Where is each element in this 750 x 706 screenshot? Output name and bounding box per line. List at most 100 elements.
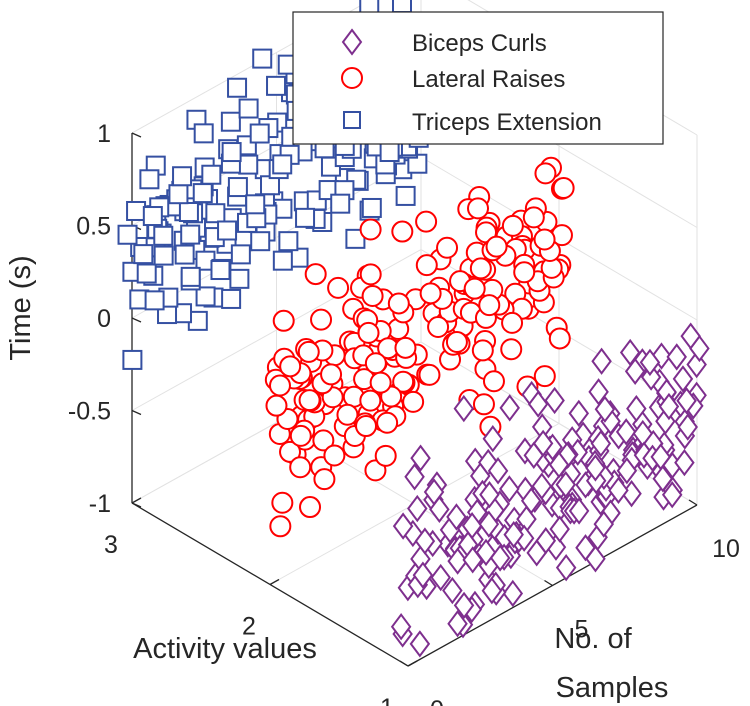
- data-point: [266, 75, 287, 96]
- data-point: [221, 142, 242, 163]
- y-tick-mark: [399, 660, 409, 667]
- data-point: [615, 418, 637, 446]
- data-point: [392, 370, 415, 393]
- y-tick-mark: [544, 579, 553, 587]
- data-point: [590, 429, 612, 458]
- y-axis-title-line1: No. of: [554, 623, 632, 655]
- z-tick-label: 1: [97, 120, 111, 148]
- data-point: [168, 184, 189, 205]
- data-point: [500, 338, 523, 361]
- data-point: [227, 177, 248, 198]
- data-point: [658, 392, 680, 421]
- data-point: [178, 201, 199, 222]
- data-point: [472, 393, 495, 416]
- data-point: [608, 476, 629, 504]
- data-point: [462, 546, 483, 574]
- series-biceps-curls: [390, 322, 710, 658]
- data-point: [651, 342, 672, 370]
- data-point: [323, 444, 346, 467]
- data-point: [221, 288, 242, 309]
- data-point: [387, 292, 410, 315]
- data-point: [391, 220, 414, 243]
- data-point: [278, 231, 299, 252]
- y-tick-label: 5: [575, 616, 589, 644]
- data-point: [661, 481, 683, 509]
- data-point: [533, 365, 556, 388]
- data-point: [369, 371, 392, 394]
- data-point: [174, 244, 195, 265]
- data-point: [427, 315, 450, 338]
- x-tick-mark: [269, 578, 280, 586]
- data-point: [379, 142, 400, 163]
- data-point: [453, 394, 475, 423]
- data-point: [229, 268, 250, 289]
- data-points: [117, 0, 710, 658]
- data-point: [502, 579, 524, 608]
- data-point: [295, 207, 316, 228]
- data-point: [522, 206, 545, 229]
- data-point: [320, 363, 343, 386]
- data-point: [423, 478, 445, 506]
- data-point: [447, 610, 468, 638]
- data-point: [475, 538, 497, 567]
- data-point: [672, 365, 694, 393]
- data-point: [299, 496, 322, 519]
- data-point: [201, 164, 222, 185]
- data-point: [410, 444, 431, 472]
- data-point: [265, 394, 288, 417]
- data-point: [489, 544, 511, 572]
- data-point: [180, 224, 201, 245]
- data-point: [409, 630, 431, 658]
- data-point: [336, 403, 359, 426]
- data-point: [616, 457, 638, 485]
- data-point: [418, 363, 441, 386]
- data-point: [442, 576, 463, 605]
- data-point: [153, 225, 174, 246]
- data-point: [180, 266, 201, 287]
- data-point: [272, 154, 293, 175]
- data-point: [330, 193, 351, 214]
- data-point: [533, 228, 556, 251]
- data-point: [245, 194, 266, 215]
- data-point: [499, 394, 520, 422]
- data-point: [230, 244, 251, 265]
- z-tick-label: 0.5: [76, 213, 111, 241]
- data-point: [463, 277, 486, 300]
- data-point: [195, 286, 216, 307]
- data-point: [304, 263, 327, 286]
- data-point: [136, 263, 157, 284]
- data-point: [526, 539, 547, 567]
- data-point: [461, 512, 483, 540]
- data-point: [172, 166, 193, 187]
- z-tick-mark: [131, 502, 142, 508]
- data-point: [588, 378, 609, 406]
- data-point: [404, 463, 425, 491]
- data-point: [139, 169, 160, 190]
- data-point: [250, 231, 271, 252]
- data-point: [289, 424, 312, 447]
- data-point: [289, 456, 312, 479]
- data-point: [126, 200, 147, 221]
- data-point: [359, 218, 382, 241]
- data-point: [469, 257, 492, 280]
- data-point: [361, 284, 384, 307]
- data-point: [478, 294, 501, 317]
- data-point: [527, 390, 549, 418]
- data-point: [402, 390, 425, 413]
- data-point: [626, 394, 647, 423]
- data-point: [327, 276, 350, 299]
- data-point: [312, 429, 335, 452]
- data-point: [481, 577, 503, 605]
- data-point: [686, 350, 707, 379]
- y-axis-title-line2: Samples: [556, 672, 669, 704]
- data-point: [313, 468, 336, 491]
- data-point: [192, 183, 213, 204]
- data-point: [133, 244, 154, 265]
- data-point: [575, 534, 596, 562]
- data-point: [122, 349, 143, 370]
- data-point: [359, 0, 380, 15]
- data-point: [210, 260, 231, 281]
- data-point: [549, 515, 570, 543]
- data-point: [568, 497, 590, 525]
- data-point: [445, 330, 468, 353]
